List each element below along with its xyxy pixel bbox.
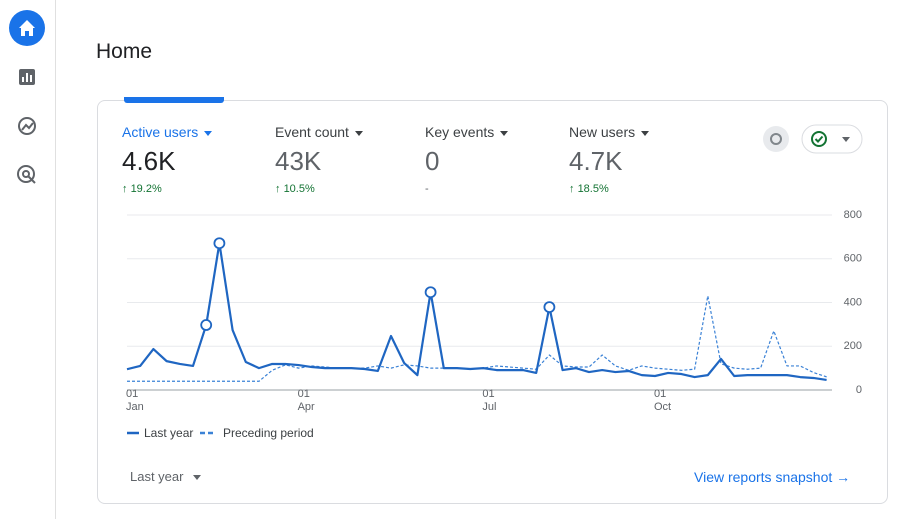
metric-change: - <box>425 183 429 195</box>
metric-change-text: 18.5% <box>577 183 609 195</box>
explore-nav[interactable] <box>18 117 36 135</box>
metric-change-text: 10.5% <box>283 183 315 195</box>
metric-tab[interactable]: Key events 0 - <box>425 124 509 195</box>
metric-value: 4.7K <box>569 146 623 176</box>
metric-change: ↑ 19.2% <box>122 183 162 195</box>
metric-label: Event count <box>275 124 363 140</box>
metric-tab[interactable]: Event count 43K ↑ 10.5% <box>275 124 363 195</box>
reports-link[interactable]: View reports snapshot → <box>694 469 851 485</box>
metric-label-text: Event count <box>275 124 349 140</box>
metric-label-text: Active users <box>122 124 199 140</box>
metric-label: Active users <box>122 124 213 140</box>
legend-label: Last year <box>144 426 194 440</box>
advertising-nav[interactable] <box>17 165 36 184</box>
x-tick-label: 01 Oct <box>654 388 672 413</box>
metric-change: ↑ 18.5% <box>569 183 609 195</box>
metric-label: Key events <box>425 124 509 140</box>
metric-change-text: 19.2% <box>130 183 162 195</box>
link-text: View reports snapshot <box>694 469 833 485</box>
metric-value: 4.6K <box>122 146 176 176</box>
home-icon <box>19 20 35 36</box>
metric-tab[interactable]: Active users 4.6K ↑ 19.2% <box>122 124 213 195</box>
metric-label-text: New users <box>569 124 636 140</box>
period-dropdown[interactable]: Last year <box>130 469 202 484</box>
metric-label-text: Key events <box>425 124 495 140</box>
selected-tab-indicator <box>124 97 224 103</box>
metric-change: ↑ 10.5% <box>275 183 315 195</box>
metric-label: New users <box>569 124 650 140</box>
x-tick-label: 01 Jan <box>126 388 144 413</box>
metric-value: 43K <box>275 146 322 176</box>
period-text: Last year <box>130 469 184 484</box>
x-tick-label: 01 Jul <box>482 388 497 413</box>
metric-tab[interactable]: New users 4.7K ↑ 18.5% <box>569 124 650 195</box>
card <box>97 100 888 504</box>
page-title: Home <box>96 40 153 63</box>
legend-swatch <box>200 431 216 435</box>
sidebar <box>0 0 56 519</box>
card-actions <box>763 124 863 154</box>
nav-icons <box>9 10 45 184</box>
reports-nav[interactable] <box>19 69 35 85</box>
metric-value: 0 <box>425 146 440 176</box>
compare-dropdown[interactable] <box>801 124 863 154</box>
legend-label: Preceding period <box>223 426 314 440</box>
insights-button[interactable] <box>763 126 789 152</box>
legend-swatch <box>127 431 139 435</box>
x-tick-label: 01 Apr <box>297 388 315 413</box>
